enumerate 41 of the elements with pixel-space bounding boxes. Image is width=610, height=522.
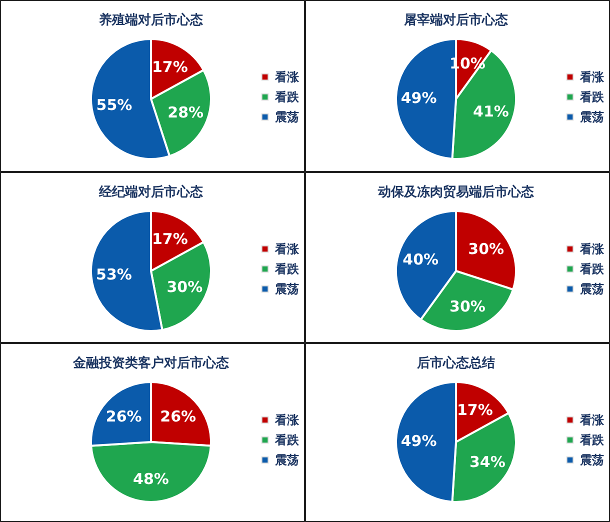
data-label: 26% [160, 408, 196, 426]
legend-label: 震荡 [579, 282, 604, 296]
data-label: 26% [106, 408, 142, 426]
chart-title: 屠宰端对后市心态 [403, 12, 509, 28]
data-label: 49% [400, 88, 437, 107]
data-label: 28% [168, 104, 204, 122]
data-label: 17% [152, 230, 188, 248]
data-label: 53% [96, 266, 132, 284]
data-label: 30% [166, 278, 203, 296]
legend-label: 看涨 [274, 70, 300, 84]
chart-title: 动保及冻肉贸易端后市心态 [377, 184, 535, 200]
data-label: 49% [400, 432, 437, 450]
legend-label: 震荡 [274, 453, 299, 467]
chart-title: 金融投资类客户对后市心态 [72, 355, 230, 371]
legend-label: 震荡 [274, 282, 299, 296]
legend-label: 看跌 [274, 90, 300, 104]
legend-label: 看涨 [579, 242, 605, 256]
legend-label: 看跌 [579, 262, 605, 276]
legend-label: 看跌 [579, 433, 605, 447]
data-label: 55% [96, 96, 132, 114]
legend-label: 看涨 [274, 242, 300, 256]
data-label: 40% [402, 250, 439, 269]
legend-label: 看跌 [274, 262, 300, 276]
legend-label: 震荡 [274, 110, 299, 124]
legend-label: 震荡 [579, 110, 604, 124]
chart-title: 养殖端对后市心态 [98, 12, 204, 28]
legend-label: 看跌 [579, 90, 605, 104]
chart-title: 经纪端对后市心态 [98, 184, 204, 200]
data-label: 48% [133, 470, 169, 488]
data-label: 17% [456, 400, 493, 419]
data-label: 34% [469, 452, 506, 471]
legend-label: 看涨 [579, 413, 605, 427]
legend-label: 震荡 [579, 453, 604, 467]
legend-label: 看涨 [579, 70, 605, 84]
legend-label: 看涨 [274, 413, 300, 427]
data-label: 30% [450, 297, 486, 316]
data-label: 30% [468, 240, 504, 258]
legend-label: 看跌 [274, 433, 300, 447]
chart-title: 后市心态总结 [416, 355, 495, 371]
data-label: 41% [473, 102, 509, 121]
data-label: 17% [152, 58, 188, 76]
